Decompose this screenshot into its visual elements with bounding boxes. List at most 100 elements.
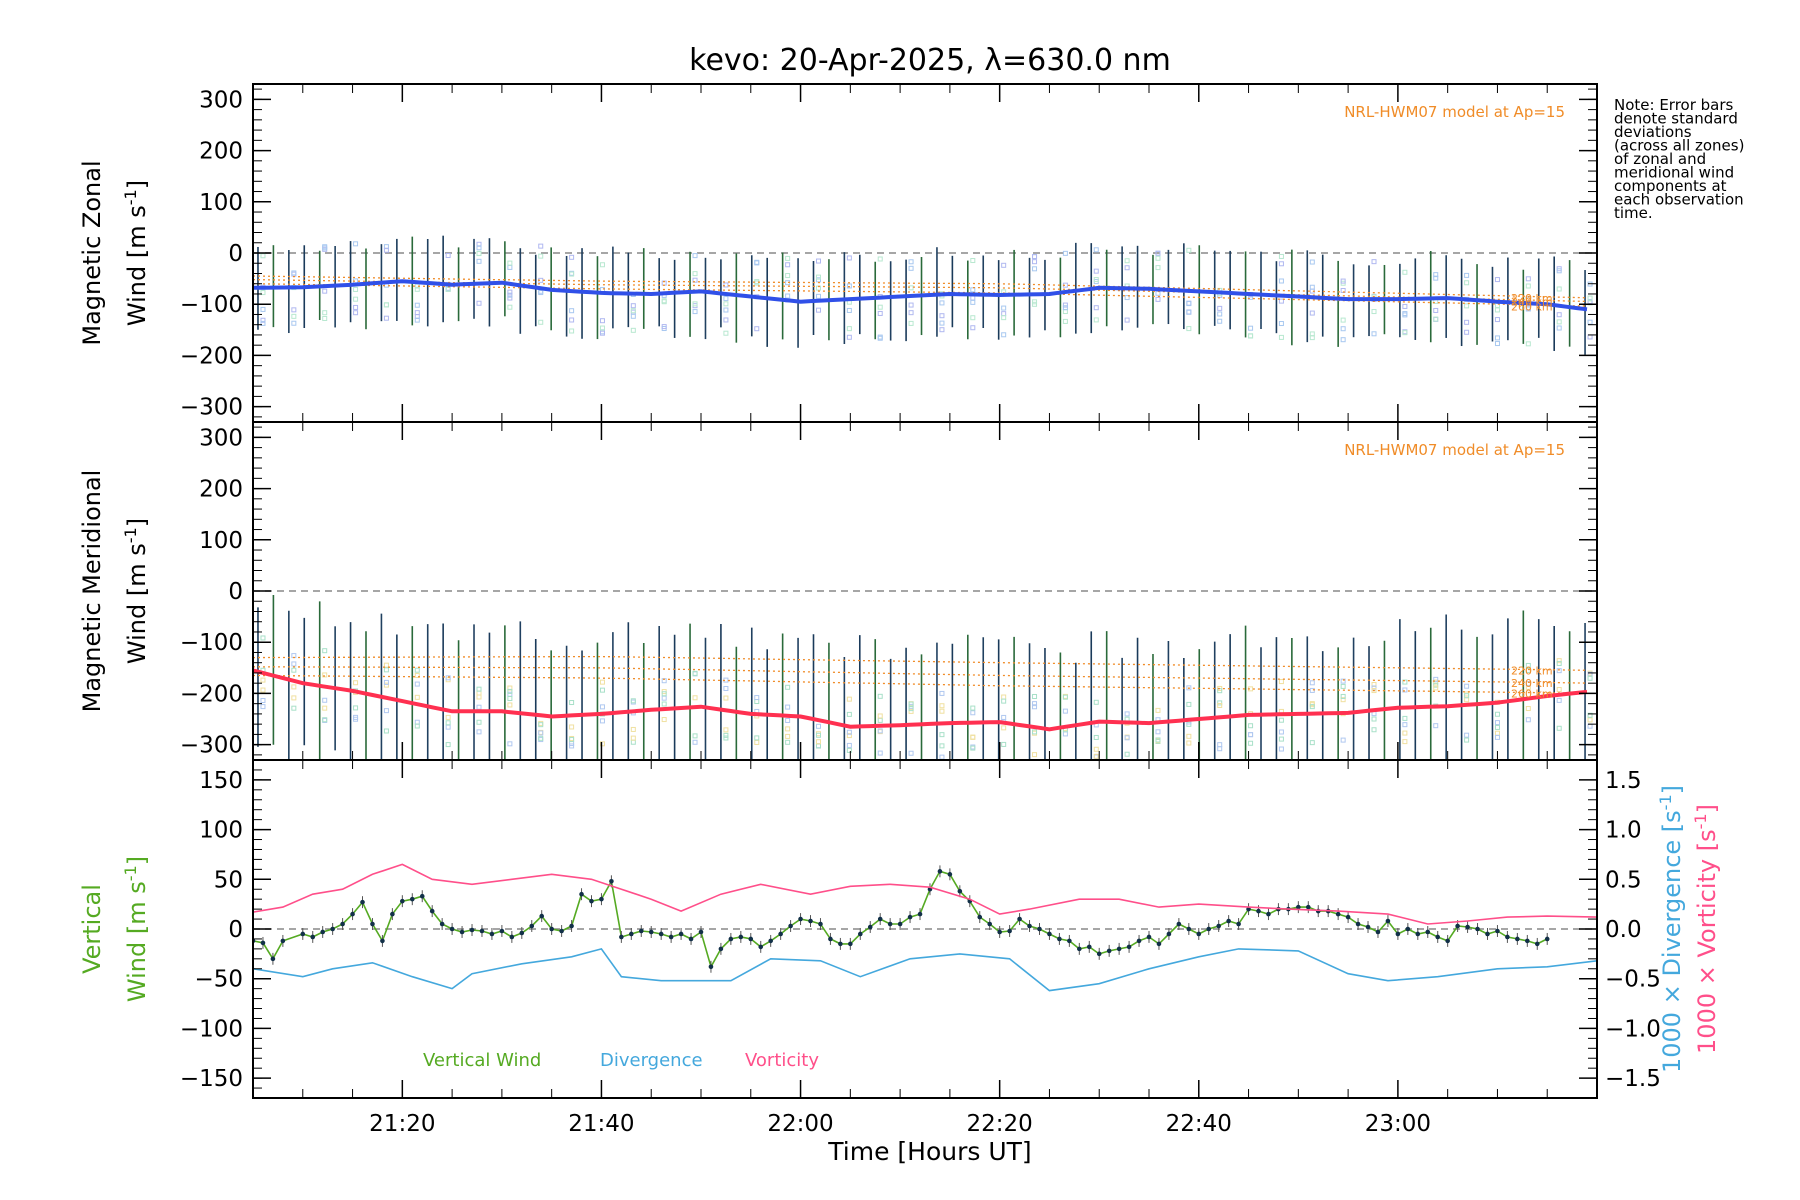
zone-wind-point bbox=[1556, 312, 1562, 318]
vertical-wind-point bbox=[1345, 914, 1351, 920]
zone-wind-point bbox=[1032, 301, 1038, 307]
x-axis-tick-label: 21:20 bbox=[369, 1111, 435, 1137]
vertical-wind-point bbox=[1575, 0, 1580, 2]
zone-wind-point bbox=[1525, 276, 1531, 282]
zone-wind-point bbox=[1464, 329, 1470, 335]
zone-wind-point bbox=[1525, 681, 1531, 687]
zone-wind-point bbox=[723, 282, 729, 288]
vertical-wind-point bbox=[897, 921, 903, 927]
zone-wind-point bbox=[599, 262, 605, 268]
vertical-wind-point bbox=[638, 928, 644, 934]
zone-wind-point bbox=[1278, 261, 1284, 267]
zone-wind-point bbox=[1494, 724, 1500, 730]
x-axis-tick-label: 21:40 bbox=[568, 1111, 634, 1137]
zone-wind-point bbox=[1494, 277, 1500, 283]
vertical-wind-point bbox=[1136, 938, 1142, 944]
zone-wind-point bbox=[538, 319, 544, 325]
zone-wind-point bbox=[414, 672, 420, 678]
zone-wind-point bbox=[661, 324, 667, 330]
zone-wind-point bbox=[322, 310, 328, 316]
zone-wind-point bbox=[383, 302, 389, 308]
zone-wind-point bbox=[1464, 737, 1470, 743]
zone-wind-point bbox=[414, 681, 420, 687]
y-axis-label-line2: Wind [m s-1] bbox=[121, 856, 151, 1002]
zone-wind-point bbox=[1155, 255, 1161, 261]
zone-wind-point bbox=[291, 705, 297, 711]
note-line: components at bbox=[1614, 177, 1727, 195]
zone-wind-point bbox=[353, 716, 359, 722]
vertical-wind-point bbox=[1116, 946, 1122, 952]
note-line: (across all zones) bbox=[1614, 137, 1744, 155]
zone-wind-point bbox=[661, 701, 667, 707]
vertical-wind-point bbox=[489, 931, 495, 937]
zone-wind-point bbox=[723, 727, 729, 733]
y-axis-tick-label: 0 bbox=[228, 241, 243, 267]
y-axis-label-line2-text: Wind [m s bbox=[123, 543, 151, 664]
right-axis-tick-label: −0.5 bbox=[1605, 967, 1661, 993]
zone-wind-point bbox=[569, 737, 575, 743]
zone-wind-point bbox=[815, 277, 821, 283]
zone-wind-point bbox=[785, 293, 791, 299]
model-line-220km bbox=[253, 655, 1588, 671]
zone-wind-point bbox=[692, 670, 698, 676]
note-line: deviations bbox=[1614, 123, 1692, 141]
zone-wind-point bbox=[507, 264, 513, 270]
y-axis-label-sup: -1 bbox=[121, 189, 140, 205]
zone-wind-point bbox=[1278, 736, 1284, 742]
zone-wind-point bbox=[445, 742, 451, 748]
zone-wind-point bbox=[1433, 307, 1439, 313]
zone-wind-point bbox=[291, 684, 297, 690]
vertical-wind-point bbox=[1505, 934, 1510, 940]
zone-wind-point bbox=[445, 253, 451, 259]
zone-wind-point bbox=[1433, 275, 1439, 281]
zone-wind-point bbox=[1587, 712, 1593, 718]
model-line-260km bbox=[253, 283, 1588, 307]
vertical-wind-point bbox=[519, 930, 525, 936]
zone-wind-point bbox=[414, 317, 420, 323]
plot-area bbox=[253, 235, 1597, 355]
vertical-wind-point bbox=[1296, 904, 1301, 910]
zone-wind-point bbox=[1587, 675, 1593, 681]
zone-wind-point bbox=[1032, 729, 1038, 735]
zone-wind-point bbox=[1309, 740, 1315, 746]
zone-wind-point bbox=[661, 298, 667, 304]
vertical-wind-line bbox=[253, 870, 1548, 969]
zone-wind-point bbox=[939, 300, 945, 306]
zone-wind-point bbox=[846, 326, 852, 332]
zone-wind-point bbox=[630, 726, 636, 732]
vertical-wind-point bbox=[997, 929, 1002, 935]
y-axis-tick-label: −300 bbox=[180, 395, 243, 421]
zone-wind-point bbox=[260, 687, 266, 693]
zone-wind-point bbox=[322, 288, 328, 294]
zone-wind-point bbox=[846, 733, 852, 739]
vertical-wind-point bbox=[798, 916, 803, 922]
zone-wind-point bbox=[1155, 296, 1161, 302]
zone-wind-point bbox=[1093, 699, 1099, 705]
zone-wind-point bbox=[260, 253, 266, 259]
zone-wind-point bbox=[507, 292, 513, 298]
zone-wind-point bbox=[507, 702, 513, 708]
zone-wind-point bbox=[908, 750, 914, 756]
zone-wind-point bbox=[476, 729, 482, 735]
zone-wind-point bbox=[1032, 752, 1038, 758]
zone-wind-point bbox=[1433, 316, 1439, 322]
vertical-wind-point bbox=[867, 924, 873, 930]
vertical-wind-point bbox=[1335, 911, 1341, 917]
zone-wind-point bbox=[1032, 693, 1038, 699]
vertical-wind-point bbox=[599, 896, 604, 902]
model-altitude-label: 260 km bbox=[1511, 300, 1553, 313]
zone-wind-point bbox=[1587, 717, 1593, 723]
x-axis-tick-labels: 21:20 21:40 22:00 22:20 22:40 23:00 bbox=[369, 1111, 1431, 1137]
zone-wind-point bbox=[1278, 717, 1284, 723]
zone-wind-point bbox=[754, 259, 760, 265]
zone-wind-point bbox=[1248, 740, 1254, 746]
zone-wind-point bbox=[939, 754, 945, 760]
zone-wind-point bbox=[1464, 272, 1470, 278]
zone-wind-point bbox=[599, 330, 605, 336]
zone-wind-point bbox=[1124, 258, 1130, 264]
vertical-wind-point bbox=[1475, 926, 1480, 932]
note-line: meridional wind bbox=[1614, 164, 1734, 182]
zone-wind-point bbox=[291, 307, 297, 313]
zone-wind-point bbox=[569, 700, 575, 706]
